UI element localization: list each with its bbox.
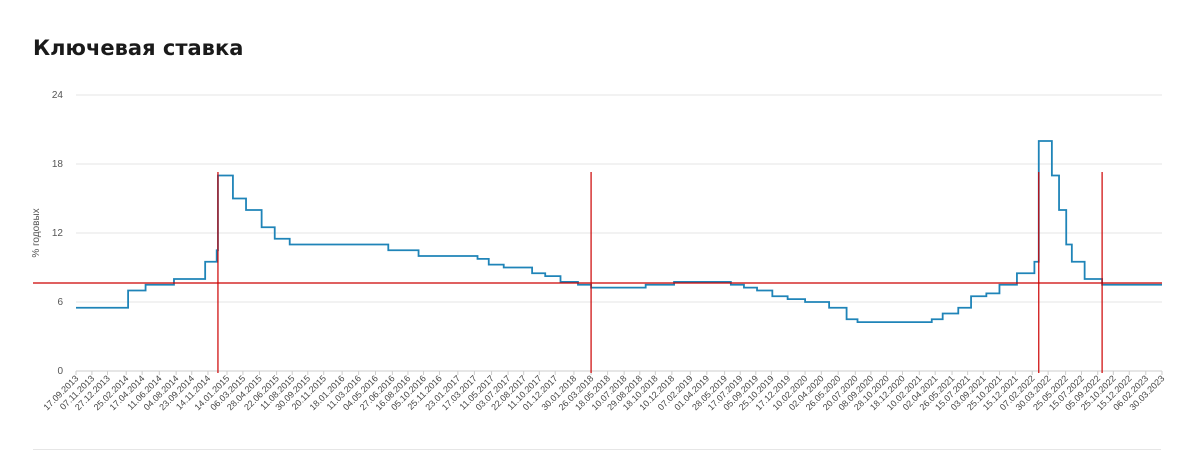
- chart-title: Ключевая ставка: [33, 36, 244, 60]
- bottom-divider: [33, 449, 1161, 450]
- y-tick-label: 18: [52, 159, 64, 170]
- y-tick-label: 12: [52, 228, 64, 239]
- y-tick-label: 24: [52, 90, 64, 101]
- key-rate-line: [76, 140, 1162, 324]
- y-tick-label: 0: [57, 366, 63, 377]
- y-tick-label: 6: [57, 297, 63, 308]
- y-axis-label: % годовых: [31, 208, 42, 257]
